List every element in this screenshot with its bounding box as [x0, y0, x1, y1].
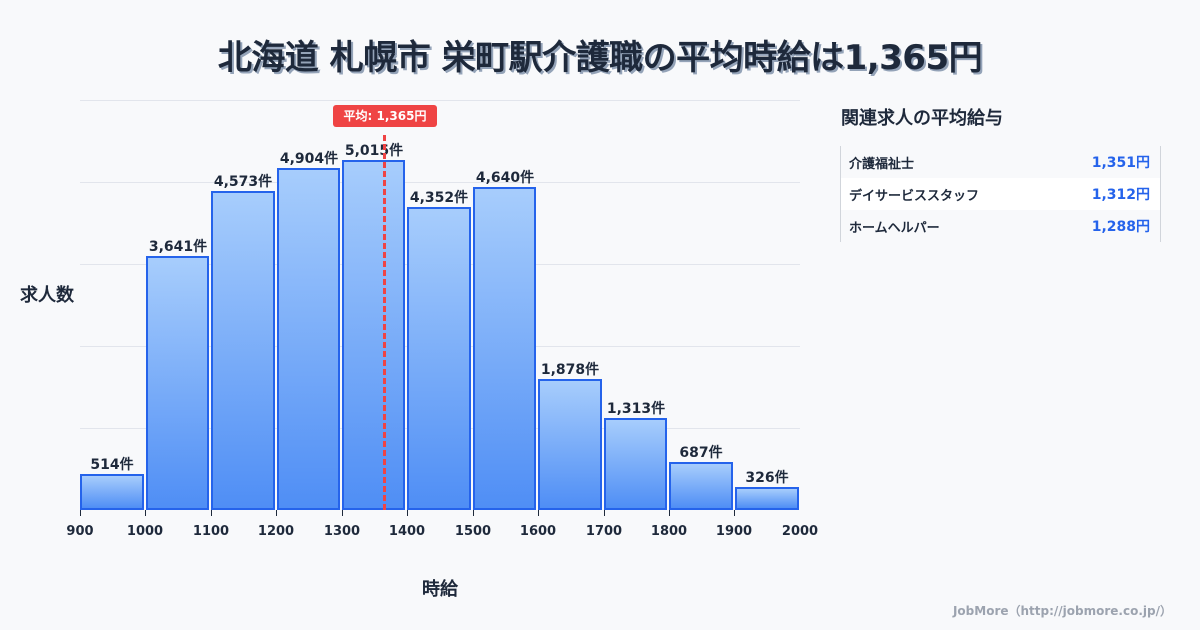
- histogram-bar[interactable]: [211, 191, 275, 510]
- histogram-bar[interactable]: [735, 487, 799, 510]
- gridline: [80, 182, 800, 183]
- bar-value-label: 4,640件: [475, 170, 535, 186]
- bar-value-label: 1,878件: [540, 362, 600, 378]
- bar-value-label: 1,313件: [606, 401, 666, 417]
- x-tick-label: 1500: [454, 524, 492, 539]
- related-salary-row[interactable]: 介護福祉士 1,351円: [841, 146, 1160, 178]
- x-tick-label: 1900: [715, 524, 753, 539]
- x-tick-label: 1600: [519, 524, 557, 539]
- job-average-wage: 1,288円: [1091, 219, 1150, 235]
- x-tick: [538, 510, 539, 516]
- x-tick: [211, 510, 212, 516]
- x-tick: [604, 510, 605, 516]
- x-tick-label: 900: [66, 524, 94, 539]
- histogram-bar[interactable]: [538, 379, 602, 510]
- related-salary-title: 関連求人の平均給与: [841, 108, 1003, 129]
- job-name: 介護福祉士: [849, 156, 915, 172]
- x-tick: [342, 510, 343, 516]
- average-line: [383, 135, 386, 510]
- x-tick-label: 1000: [126, 524, 164, 539]
- bar-value-label: 3,641件: [148, 239, 208, 255]
- x-tick: [734, 510, 735, 516]
- job-name: ホームヘルパー: [849, 220, 940, 236]
- histogram-bar[interactable]: [146, 256, 209, 510]
- histogram-bar[interactable]: [407, 207, 471, 510]
- histogram-bar[interactable]: [80, 474, 144, 510]
- x-tick-label: 1700: [585, 524, 623, 539]
- x-tick: [80, 510, 81, 516]
- related-salary-row[interactable]: ホームヘルパー 1,288円: [841, 210, 1160, 242]
- gridline: [80, 100, 800, 101]
- x-tick: [145, 510, 146, 516]
- bar-value-label: 4,573件: [213, 174, 273, 190]
- x-tick: [407, 510, 408, 516]
- bar-value-label: 4,352件: [409, 190, 469, 206]
- bar-value-label: 4,904件: [279, 151, 339, 167]
- bar-value-label: 326件: [745, 470, 789, 486]
- x-tick-label: 1800: [650, 524, 688, 539]
- job-average-wage: 1,312円: [1091, 187, 1150, 203]
- average-badge: 平均: 1,365円: [333, 105, 437, 127]
- job-name: デイサービススタッフ: [849, 188, 980, 204]
- histogram-bar[interactable]: [473, 187, 536, 510]
- x-tick: [669, 510, 670, 516]
- x-tick-label: 2000: [781, 524, 819, 539]
- histogram-bar[interactable]: [669, 462, 733, 510]
- histogram-bar[interactable]: [342, 160, 405, 510]
- page-title: 北海道 札幌市 栄町駅介護職の平均時給は1,365円: [217, 38, 983, 78]
- x-axis-label: 時給: [422, 579, 458, 600]
- related-salary-table: 介護福祉士 1,351円 デイサービススタッフ 1,312円 ホームヘルパー 1…: [840, 146, 1161, 242]
- x-tick-label: 1200: [257, 524, 295, 539]
- x-tick-label: 1400: [388, 524, 426, 539]
- job-average-wage: 1,351円: [1091, 155, 1150, 171]
- bar-value-label: 687件: [679, 445, 723, 461]
- x-tick-label: 1300: [323, 524, 361, 539]
- histogram-bar[interactable]: [604, 418, 667, 510]
- x-tick: [473, 510, 474, 516]
- histogram-bar[interactable]: [277, 168, 340, 510]
- source-credit: JobMore（http://jobmore.co.jp/）: [952, 604, 1172, 618]
- bar-value-label: 514件: [90, 457, 134, 473]
- x-tick-label: 1100: [192, 524, 230, 539]
- x-tick: [276, 510, 277, 516]
- related-salary-row[interactable]: デイサービススタッフ 1,312円: [841, 178, 1160, 210]
- y-axis-label: 求人数: [20, 285, 74, 306]
- histogram-chart: 求人数 時給 514件 3,641件 4,573件 4,904件 5,015件 …: [20, 100, 819, 600]
- bar-value-label: 5,015件: [344, 143, 404, 159]
